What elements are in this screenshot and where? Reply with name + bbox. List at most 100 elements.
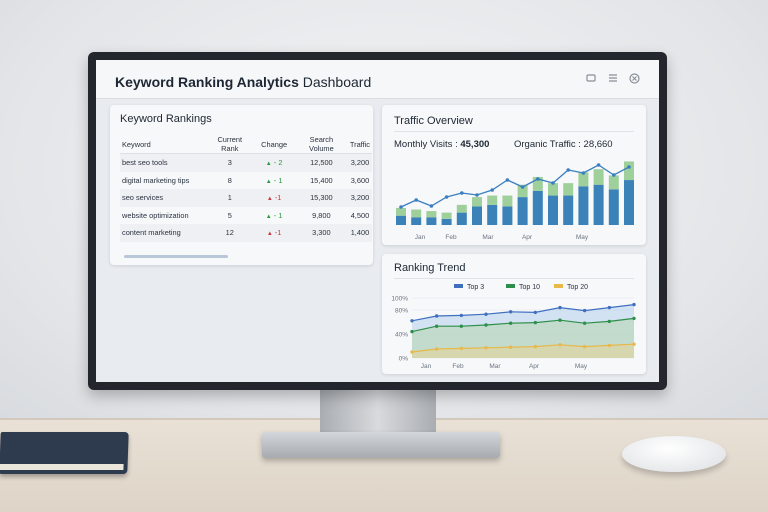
bar-blue bbox=[578, 186, 589, 225]
table-row[interactable]: best seo tools 3 ▲ - 2 12,500 3,200 bbox=[120, 153, 372, 172]
series-point bbox=[582, 344, 587, 349]
organic-traffic-stat: Organic Traffic : 28,660 bbox=[514, 139, 613, 150]
change-cell: ▲ -1 bbox=[253, 189, 295, 207]
series-point bbox=[607, 343, 612, 348]
legend-label: Top 3 bbox=[467, 284, 484, 291]
keyword-cell: content marketing bbox=[120, 224, 207, 242]
bar-green bbox=[532, 176, 543, 191]
traffic-cell: 3,600 bbox=[350, 175, 370, 185]
series-line bbox=[411, 317, 635, 333]
volume-cell: 15,400 bbox=[310, 175, 333, 185]
table-row[interactable]: digital marketing tips 8 ▲ - 1 15,400 3,600 bbox=[120, 172, 372, 190]
series-point bbox=[508, 321, 513, 325]
series-point bbox=[607, 305, 612, 310]
series-point bbox=[484, 323, 488, 327]
visits-point bbox=[627, 165, 631, 169]
visits-point bbox=[612, 173, 616, 177]
y-tick-label: 0% bbox=[399, 356, 409, 363]
rank-cell: 12 bbox=[206, 224, 254, 242]
visits-point bbox=[414, 198, 418, 202]
panel-title: Traffic Overview bbox=[394, 115, 473, 127]
computer-mouse bbox=[622, 436, 726, 472]
keyword-cell: website optimization bbox=[122, 210, 189, 220]
ranking-trend-chart: Top 3 Top 10 Top 20 0% 40% 80% 100% Jan Feb Mar Ap… bbox=[391, 284, 636, 370]
divider bbox=[394, 131, 634, 132]
visits-point bbox=[460, 191, 464, 195]
bar-green bbox=[593, 169, 604, 185]
series-point bbox=[459, 324, 464, 328]
change-value: - 1 bbox=[271, 210, 283, 220]
series-point bbox=[632, 316, 636, 321]
change-value: - 2 bbox=[271, 158, 283, 168]
series-point bbox=[410, 350, 414, 354]
series-point bbox=[582, 321, 587, 325]
series-point bbox=[434, 347, 439, 351]
column-header-keyword[interactable]: Keyword bbox=[120, 135, 207, 154]
visits-point bbox=[399, 205, 403, 209]
bar-blue bbox=[487, 204, 498, 225]
bar-blue bbox=[502, 206, 513, 225]
bar-blue bbox=[532, 190, 543, 225]
bar-green bbox=[578, 172, 589, 187]
traffic-chart: Jan Feb Mar Apr May bbox=[396, 161, 634, 241]
close-icon[interactable] bbox=[629, 73, 640, 84]
change-cell: ▲ - 1 bbox=[253, 207, 295, 225]
horizontal-scrollbar[interactable] bbox=[124, 255, 228, 258]
rank-cell: 1 bbox=[206, 189, 254, 207]
notebook bbox=[0, 432, 129, 474]
column-header-rank[interactable]: Current Rank bbox=[206, 135, 254, 154]
bar-blue bbox=[396, 215, 406, 225]
bar-blue bbox=[472, 206, 482, 225]
legend-swatch bbox=[506, 284, 515, 288]
column-header-traffic[interactable]: Traffic bbox=[347, 135, 372, 154]
visits-point bbox=[536, 177, 540, 181]
volume-cell: 9,800 bbox=[312, 210, 331, 220]
bar-green bbox=[411, 209, 422, 218]
table-row[interactable]: seo services 1 ▲ -1 15,300 3,200 bbox=[120, 189, 372, 207]
visits-point bbox=[429, 204, 434, 208]
column-header-change[interactable]: Change bbox=[253, 135, 295, 154]
series-point bbox=[459, 346, 464, 351]
series-point bbox=[410, 329, 414, 334]
ranking-trend-panel: Ranking Trend Top 3 Top 10 Top 20 0% 40% 80% 1… bbox=[382, 254, 646, 374]
series-area bbox=[412, 304, 634, 358]
series-point bbox=[607, 319, 612, 324]
arrow-up-icon: ▲ bbox=[265, 161, 272, 168]
legend-swatch bbox=[454, 284, 463, 288]
legend-swatch bbox=[554, 284, 563, 288]
table-row[interactable]: content marketing 12 ▲ -1 3,300 1,400 bbox=[120, 224, 372, 242]
table-header-row: Keyword Current Rank Change Search Volum… bbox=[120, 135, 372, 154]
keyword-cell: seo services bbox=[120, 189, 207, 207]
divider bbox=[394, 278, 634, 279]
column-header-volume[interactable]: Search Volume bbox=[294, 135, 348, 154]
arrow-up-icon: ▲ bbox=[265, 178, 272, 185]
x-tick-label: Feb bbox=[452, 363, 464, 370]
series-point bbox=[558, 343, 562, 347]
visits-line bbox=[400, 164, 630, 208]
series-point bbox=[508, 310, 513, 314]
list-icon[interactable] bbox=[608, 73, 618, 83]
bar-green bbox=[563, 183, 574, 196]
bar-blue bbox=[624, 180, 634, 225]
series-point bbox=[558, 305, 562, 310]
rank-cell: 5 bbox=[227, 210, 232, 220]
y-tick-label: 100% bbox=[391, 296, 408, 303]
table-row[interactable]: website optimization 5 ▲ - 1 9,800 4,500 bbox=[120, 207, 372, 225]
bar-blue bbox=[456, 212, 467, 225]
bar-green bbox=[502, 195, 513, 207]
arrow-down-icon: ▲ bbox=[266, 196, 273, 203]
title-bar: Keyword Ranking Analytics Dashboard bbox=[96, 60, 659, 99]
bar-green bbox=[396, 207, 406, 216]
x-tick-label: Apr bbox=[522, 234, 533, 241]
message-icon[interactable] bbox=[586, 73, 596, 83]
x-tick-label: Feb bbox=[445, 234, 457, 241]
series-point bbox=[434, 314, 439, 318]
change-value: - 1 bbox=[271, 175, 283, 185]
traffic-overview-panel: Traffic Overview Monthly Visits : 45,300… bbox=[382, 105, 646, 245]
keyword-rankings-panel: Keyword Rankings Keyword Current Rank Ch… bbox=[110, 105, 373, 265]
change-cell: ▲ - 1 bbox=[253, 172, 295, 190]
bar-green bbox=[426, 211, 437, 218]
traffic-cell: 1,400 bbox=[347, 224, 372, 242]
series-point bbox=[459, 313, 464, 318]
volume-cell: 3,300 bbox=[294, 224, 348, 242]
